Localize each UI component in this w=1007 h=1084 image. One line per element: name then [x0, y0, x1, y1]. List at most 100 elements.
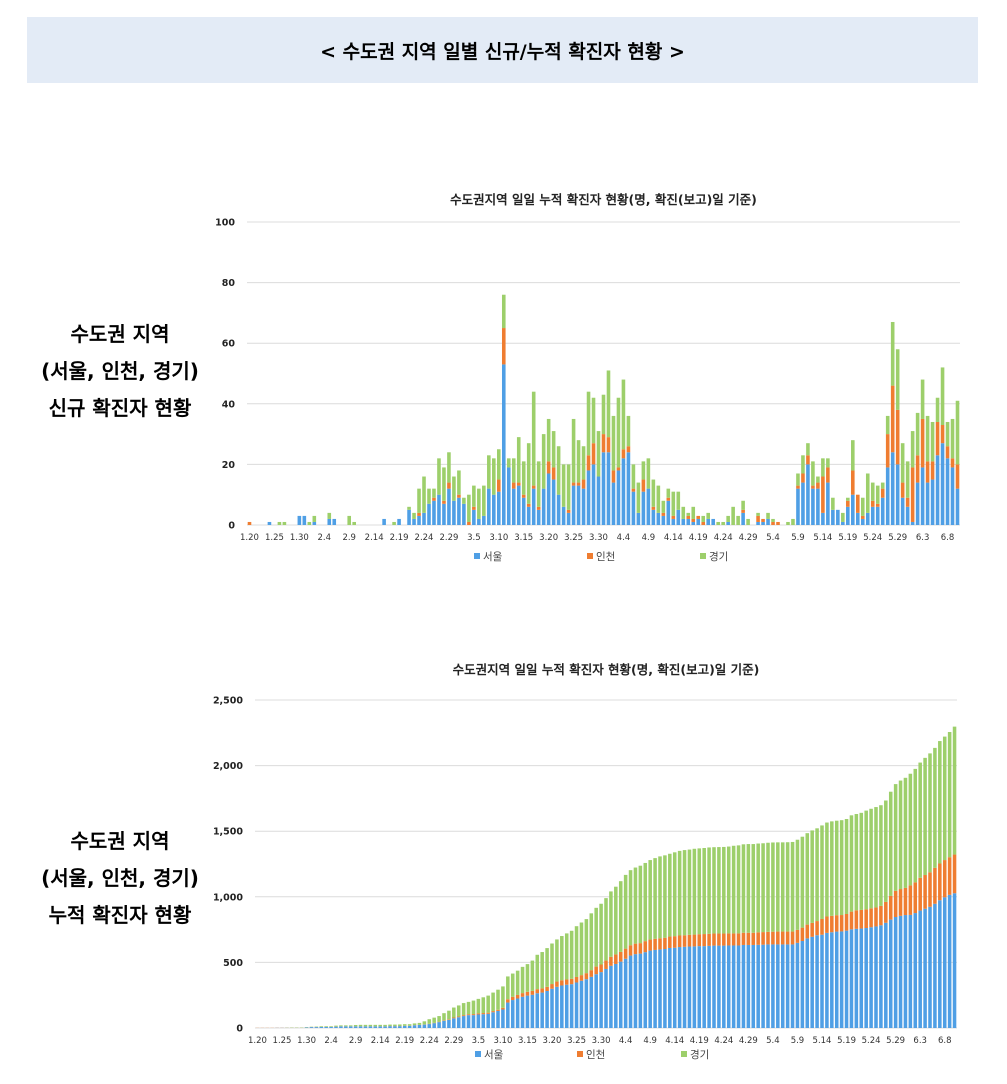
bar-seoul [309, 1027, 314, 1028]
x-tick-label: 5.24 [863, 533, 882, 543]
bar-gyeonggi [692, 848, 697, 935]
bar-incheon [247, 521, 252, 525]
bar-gyeonggi [307, 521, 312, 525]
bar-incheon [869, 908, 873, 928]
bar-gyeonggi [566, 464, 571, 510]
bar-incheon [864, 909, 868, 929]
bar-gyeonggi [623, 874, 628, 949]
bar-incheon [796, 485, 800, 489]
bar-incheon [940, 425, 945, 444]
bar-gyeonggi [525, 964, 530, 992]
bar-gyeonggi [923, 757, 927, 876]
bar-incheon [895, 409, 900, 465]
bar-seoul [849, 929, 854, 1028]
bar-gyeonggi [506, 458, 511, 468]
bar-incheon [893, 890, 898, 918]
bar-gyeonggi [796, 473, 800, 486]
x-tick-label: 3.5 [472, 1036, 486, 1046]
bar-gyeonggi [368, 1024, 373, 1027]
bar-incheon [826, 467, 830, 483]
bar-incheon [540, 988, 544, 993]
bar-incheon [945, 446, 950, 459]
bar-gyeonggi [569, 930, 574, 979]
bar-seoul [908, 914, 913, 1028]
bar-seoul [855, 512, 860, 525]
bar-seoul [422, 1024, 427, 1028]
bar-seoul [417, 1024, 422, 1028]
x-tick-label: 1.25 [265, 533, 284, 543]
bar-incheon [666, 497, 671, 501]
bar-incheon [476, 1013, 481, 1015]
bar-gyeonggi [417, 488, 421, 513]
bar-gyeonggi [584, 919, 589, 974]
bar-seoul [890, 452, 895, 525]
bar-gyeonggi [482, 485, 486, 516]
bar-incheon [942, 860, 947, 898]
bar-seoul [930, 479, 935, 525]
bar-seoul [604, 968, 608, 1028]
bar-gyeonggi [816, 476, 820, 483]
bar-gyeonggi [746, 518, 750, 525]
label-line: 수도권 지역 [70, 322, 170, 346]
bar-gyeonggi [606, 370, 611, 438]
bar-gyeonggi [564, 933, 569, 980]
bar-seoul [851, 494, 855, 525]
bar-seoul [312, 521, 317, 525]
bar-gyeonggi [834, 820, 839, 916]
x-tick-label: 4.29 [739, 533, 758, 543]
legend-swatch-seoul [474, 553, 480, 559]
bar-gyeonggi [555, 939, 559, 982]
bar-seoul [329, 1026, 333, 1028]
bar-seoul [447, 1019, 451, 1028]
bar-seoul [874, 926, 878, 1028]
bar-seoul [324, 1026, 328, 1028]
bar-seoul [628, 955, 633, 1028]
bar-incheon [586, 455, 591, 471]
bar-seoul [915, 482, 920, 525]
bar-incheon [790, 931, 795, 945]
bar-gyeonggi [277, 521, 282, 525]
bar-seoul [682, 946, 687, 1028]
bar-seoul [363, 1026, 368, 1028]
bar-incheon [447, 1019, 451, 1020]
bar-gyeonggi [955, 400, 960, 465]
bar-gyeonggi [741, 500, 745, 510]
bar-seoul [339, 1026, 343, 1028]
bar-gyeonggi [780, 842, 785, 932]
bar-seoul [466, 1015, 471, 1028]
bar-gyeonggi [496, 989, 500, 1010]
bar-seoul [933, 903, 937, 1028]
bar-incheon [846, 500, 850, 507]
bar-seoul [388, 1026, 392, 1028]
bar-gyeonggi [407, 506, 411, 510]
bar-gyeonggi [942, 736, 947, 861]
bar-incheon [880, 488, 885, 498]
bar-seoul [766, 944, 770, 1028]
bar-gyeonggi [859, 812, 864, 910]
bar-seoul [860, 518, 865, 525]
bar-incheon [531, 485, 536, 489]
bar-seoul [616, 470, 621, 525]
bar-incheon [496, 479, 501, 492]
bar-incheon [589, 970, 594, 977]
bar-gyeonggi [633, 867, 638, 944]
bar-gyeonggi [893, 784, 898, 891]
bar-incheon [555, 981, 559, 987]
bar-gyeonggi [726, 515, 730, 522]
bar-gyeonggi [344, 1025, 348, 1027]
bar-seoul [938, 900, 942, 1028]
bar-seoul [676, 509, 681, 525]
bar-seoul [560, 985, 564, 1028]
bar-seoul [918, 910, 922, 1028]
bar-gyeonggi [616, 397, 621, 468]
bar-seoul [447, 488, 451, 525]
x-tick-label: 1.25 [273, 1036, 292, 1046]
bar-gyeonggi [771, 518, 775, 522]
bar-seoul [496, 491, 501, 525]
bar-seoul [579, 980, 584, 1028]
bar-gyeonggi [888, 791, 893, 896]
label-line: (서울, 인천, 경기) [41, 359, 199, 383]
bar-gyeonggi [731, 506, 735, 525]
x-tick-label: 6.8 [938, 1036, 952, 1046]
bar-seoul [382, 518, 386, 525]
